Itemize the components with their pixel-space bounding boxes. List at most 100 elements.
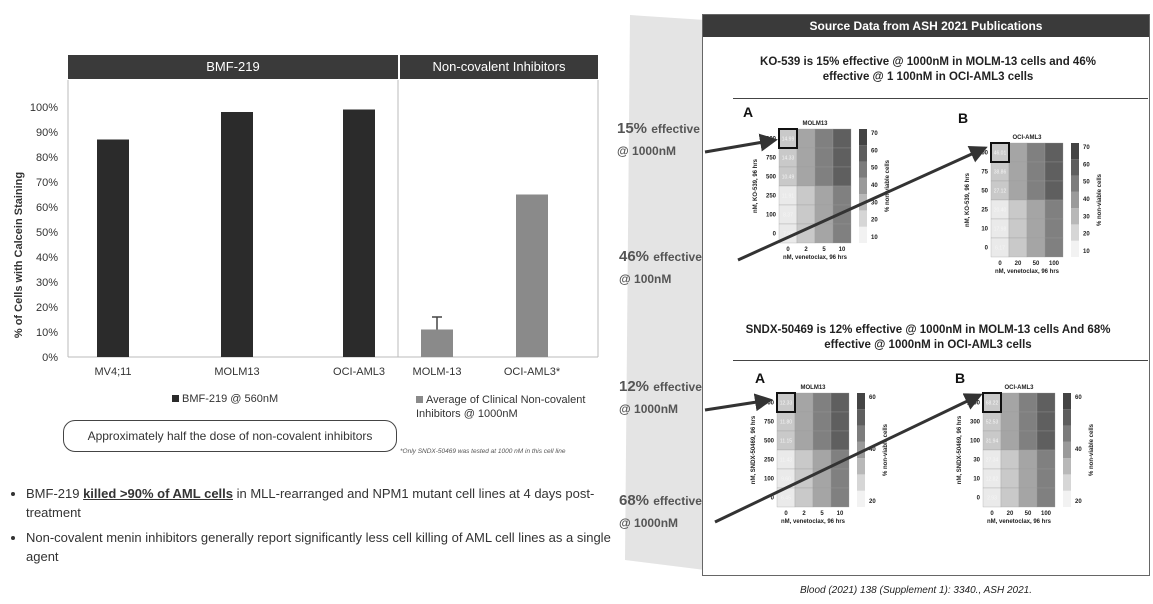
source-data-header: Source Data from ASH 2021 Publications [703, 15, 1149, 37]
highlight-box [982, 392, 1002, 413]
colorbar-tick: 50 [1083, 180, 1090, 186]
heatmap-cell [814, 147, 834, 168]
heatmap-cell-value: 27.12 [994, 189, 1007, 195]
heatmap-cell-value: 46.01 [994, 151, 1007, 157]
heatmap-xlabel: nM, venetoclax, 96 hrs [781, 519, 846, 525]
funnel-shape [625, 15, 705, 570]
colorbar-segment [1071, 224, 1079, 241]
heatmap-cell [1008, 180, 1028, 201]
colorbar-segment [859, 145, 867, 162]
heatmap-title: MOLM13 [802, 121, 828, 127]
colorbar-segment [857, 409, 865, 426]
heatmap-cell [1026, 218, 1046, 239]
heatmap-cell-value: 9.60 [781, 477, 791, 483]
ko539-title: KO-539 is 15% effective @ 1000nM in MOLM… [760, 56, 1096, 83]
heatmap-cell [812, 392, 832, 413]
panel-letter: A [743, 104, 753, 120]
heatmap-col-label: 0 [784, 511, 788, 517]
colorbar-segment [1071, 143, 1079, 160]
heatmap-row-label: 0 [977, 496, 981, 502]
bar-molm-13 [421, 329, 453, 357]
heatmap-cell [1018, 411, 1038, 432]
heatmap-cell [1000, 411, 1020, 432]
heatmap-cell [814, 204, 834, 225]
heatmap-col-label: 5 [822, 247, 826, 253]
colorbar-tick: 60 [871, 148, 878, 154]
heatmap-cell [830, 430, 850, 451]
heatmap-cell-value: 68.22 [986, 401, 999, 407]
heatmap-cell [794, 392, 814, 413]
y-tick-label: 0% [42, 352, 58, 364]
colorbar-tick: 50 [871, 166, 878, 172]
heatmap-cell-value: 6.45 [781, 496, 791, 502]
heatmap-cell [1018, 449, 1038, 470]
colorbar-segment [1063, 393, 1071, 410]
heatmap-cell [796, 204, 816, 225]
header-bmf219: BMF-219 [68, 55, 398, 79]
colorbar-segment [857, 393, 865, 410]
panel-letter: B [955, 370, 965, 386]
y-tick-label: 30% [36, 277, 58, 289]
colorbar-segment [1063, 458, 1071, 475]
y-tick-label: 90% [36, 127, 58, 139]
heatmap-cell [1044, 180, 1064, 201]
heatmap-row-label: 750 [764, 420, 775, 426]
colorbar-segment [859, 194, 867, 211]
heatmap-cell [794, 449, 814, 470]
heatmap-row-label: 500 [764, 439, 775, 445]
heatmap-cell-value: 11.15 [780, 439, 792, 445]
heatmap-row-label: 300 [970, 420, 981, 426]
colorbar-tick: 60 [1083, 162, 1090, 168]
heatmap-cell-value: 14.33 [782, 156, 795, 162]
heatmap-cell [812, 487, 832, 508]
bar-molm13 [221, 112, 253, 357]
heatmap-cell [814, 185, 834, 206]
label-12pct: 12% effective @ 1000nM [619, 378, 702, 416]
y-axis: 0% 10% 20% 30% 40% 50% 60% 70% 80% 90% 100% [30, 102, 58, 364]
heatmap-cell-value: 11.91 [782, 194, 794, 200]
heatmap-cell-value: 14.99 [782, 137, 795, 143]
colorbar-tick: 40 [871, 183, 878, 189]
heatmap-cell [1044, 199, 1064, 220]
heatmap-row-label: 0 [771, 496, 775, 502]
heatmap-row-label: 10 [973, 477, 980, 483]
heatmap-ylabel: nM, SNDX-50469, 96 hrs [957, 415, 963, 484]
heatmap-col-label: 2 [802, 511, 806, 517]
y-tick-label: 70% [36, 177, 58, 189]
heatmap-cell [1008, 142, 1028, 163]
colorbar-segment [857, 490, 865, 507]
heatmap-cell [832, 128, 852, 149]
heatmap-cell [814, 223, 834, 244]
panel-letter: B [958, 110, 968, 126]
heatmap-cell [832, 147, 852, 168]
heatmap-cell [1008, 218, 1028, 239]
colorbar-segment [1063, 425, 1071, 442]
colorbar-tick: 20 [869, 499, 876, 505]
heatmap-cell-value: 12.82 [986, 477, 999, 483]
heatmap-cell [794, 430, 814, 451]
colorbar-segment [1063, 409, 1071, 426]
heatmap-row-label: 100 [766, 213, 777, 219]
heatmap-cell [1008, 199, 1028, 220]
citation: Blood (2021) 138 (Supplement 1): 3340., … [800, 585, 1033, 596]
x-tick-label: OCI-AML3 [333, 366, 385, 378]
bar-chart: 0% 10% 20% 30% 40% 50% 60% 70% 80% 90% 100% % of C… [13, 80, 599, 378]
heatmap-cell [812, 430, 832, 451]
heatmap-title: MOLM13 [800, 385, 826, 391]
heatmap-cell [814, 128, 834, 149]
heatmap-col-label: 100 [1041, 511, 1052, 517]
sndx-title: SNDX-50469 is 12% effective @ 1000nM in … [745, 324, 1111, 351]
legend-noncov-label: Average of Clinical Non-covalent Inhibit… [416, 394, 586, 420]
heatmap-col-label: 50 [1025, 511, 1032, 517]
heatmap-cell-value: 7.97 [783, 232, 793, 238]
heatmap-cell [1000, 392, 1020, 413]
heatmap-cell [812, 468, 832, 489]
heatmap-cell [794, 487, 814, 508]
heatmap-row-label: 50 [981, 189, 988, 195]
bar-oci-aml3- [516, 194, 548, 357]
heatmap-row-label: 100 [978, 151, 989, 157]
bars [97, 109, 548, 357]
heatmap-cell [832, 223, 852, 244]
colorbar-tick: 30 [1083, 214, 1090, 220]
